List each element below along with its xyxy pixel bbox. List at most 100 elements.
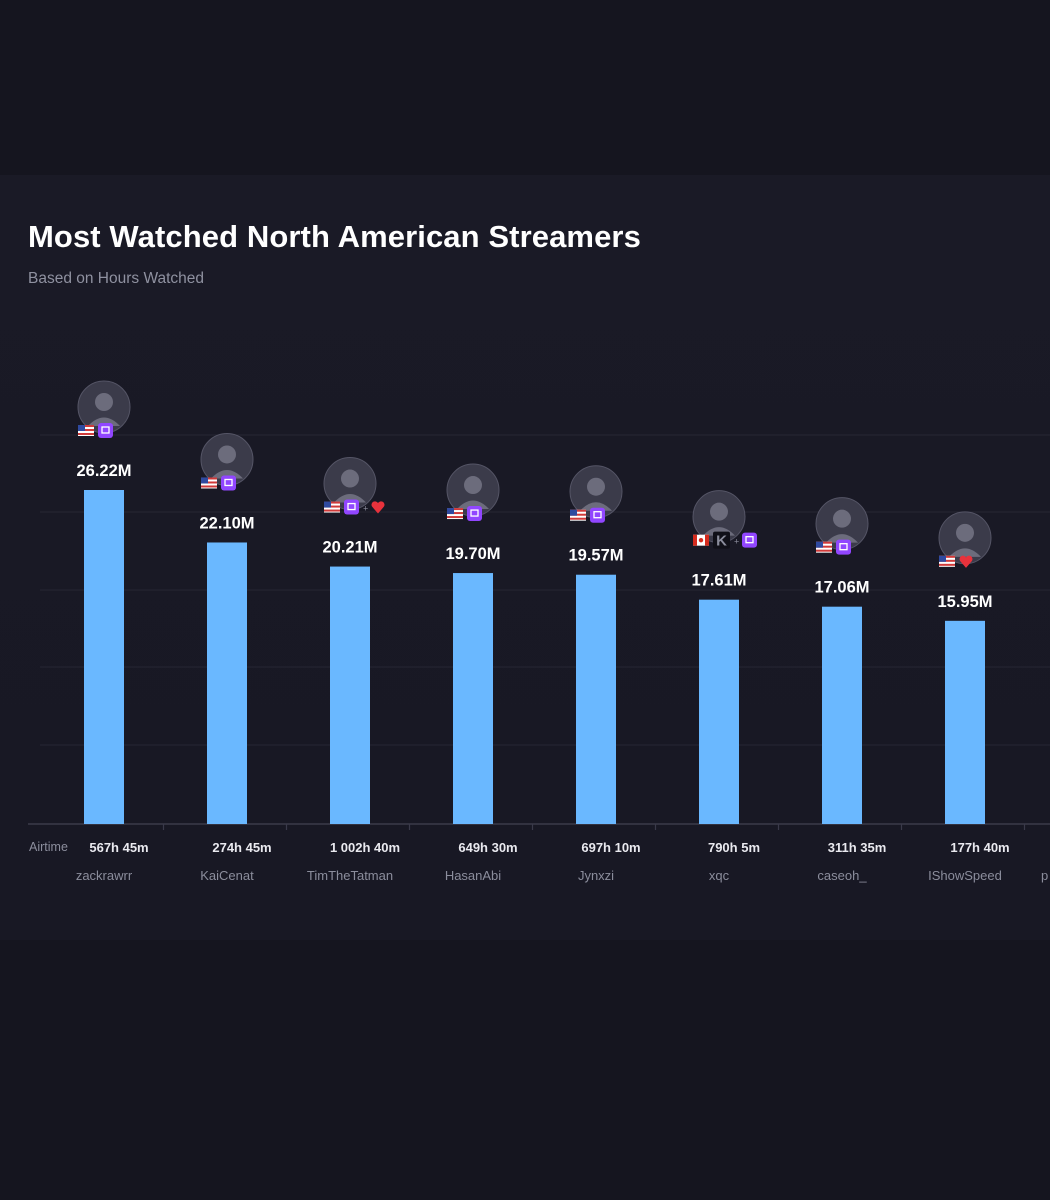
twitch-glyph — [347, 502, 356, 511]
twitch-bg — [98, 423, 113, 438]
bar-group: 17.61M K +790h 5m xqc — [691, 490, 780, 883]
airtime-label: 790h 5m — [708, 840, 760, 855]
flag-icon — [201, 477, 217, 489]
heart-icon — [959, 555, 973, 568]
flag-icon — [570, 509, 586, 521]
twitch-icon — [221, 475, 236, 491]
flag-icon — [324, 501, 340, 513]
airtime-label: 1 002h 40m — [330, 840, 400, 855]
chart-subtitle: Based on Hours Watched — [28, 270, 205, 287]
flag-us-canton — [816, 541, 823, 548]
twitch-glyph — [224, 478, 233, 487]
flag-us-stripe — [78, 429, 94, 431]
twitch-icon — [467, 506, 482, 522]
avatar — [200, 432, 254, 486]
twitch-bg — [221, 475, 236, 491]
flag-us-canton — [447, 508, 454, 515]
flag-ca-left — [693, 534, 697, 546]
plus-sign: + — [734, 537, 739, 547]
flag-icon — [693, 534, 709, 546]
twitch-icon — [836, 539, 851, 555]
bar-chart: Airtime 26.22M 567h 45m zackrawrr 22.10M 274h… — [28, 380, 1050, 883]
flag-us-stripe — [447, 512, 463, 515]
flag-us-stripe — [201, 485, 217, 488]
avatar — [446, 463, 500, 517]
avatar-head — [341, 469, 359, 488]
flag-icon — [939, 555, 955, 567]
airtime-label: 177h 40m — [950, 840, 1009, 855]
bar — [84, 490, 124, 824]
flag-us-stripe — [201, 481, 217, 484]
avatar-body — [949, 548, 981, 557]
heart-shape — [371, 501, 385, 514]
avatar-head — [956, 523, 974, 542]
flag-us-stripe — [78, 425, 94, 427]
bar-group: 19.70M 649h 30m HasanAbi — [445, 463, 534, 883]
avatar-head — [587, 477, 605, 496]
flag-us-stripe — [324, 501, 340, 504]
value-label: 26.22M — [76, 462, 131, 480]
flag-us-stripe — [816, 541, 832, 544]
twitch-bg — [836, 539, 851, 555]
twitch-glyph — [839, 543, 848, 551]
twitch-icon — [590, 507, 605, 523]
avatar-head — [95, 393, 113, 411]
bar — [699, 599, 739, 824]
twitch-bg — [590, 507, 605, 523]
twitch-icon — [344, 499, 359, 515]
bar-group: 19.57M 697h 10m Jynxzi — [568, 465, 657, 883]
category-label: zackrawrr — [76, 868, 133, 883]
avatar — [77, 380, 131, 434]
flag-us-stripe — [816, 545, 832, 548]
twitch-bg — [344, 499, 359, 515]
twitch-glyph — [101, 426, 110, 434]
flag-us-canton — [78, 425, 85, 431]
value-label: 17.61M — [691, 572, 746, 590]
value-label: 15.95M — [937, 593, 992, 611]
category-label: HasanAbi — [445, 868, 501, 883]
flag-us-canton — [324, 501, 331, 508]
avatar-head — [833, 509, 851, 528]
category-label: xqc — [709, 868, 730, 883]
twitch-icon — [98, 423, 113, 438]
avatar — [692, 490, 746, 544]
plus-sign: + — [363, 504, 368, 514]
twitch-glyph — [470, 509, 479, 517]
heart-shape — [959, 555, 973, 568]
flag-icon — [447, 508, 463, 520]
airtime-label: 274h 45m — [212, 840, 271, 855]
chart-panel: Most Watched North American Streamers Ba… — [0, 175, 1050, 940]
airtime-label: 567h 45m — [89, 840, 148, 855]
value-label: 17.06M — [814, 579, 869, 597]
twitch-glyph — [593, 511, 602, 519]
category-label: Jynxzi — [578, 868, 614, 883]
bar — [945, 620, 985, 824]
category-label: KaiCenat — [200, 868, 254, 883]
avatar-head — [710, 502, 728, 521]
chart-title: Most Watched North American Streamers — [28, 219, 641, 254]
flag-us-stripe — [939, 563, 955, 566]
value-label: 20.21M — [322, 539, 377, 557]
avatar — [938, 511, 992, 565]
airtime-label: 649h 30m — [458, 840, 517, 855]
flag-us-stripe — [447, 516, 463, 519]
flag-us-canton — [939, 555, 946, 562]
twitch-icon — [742, 532, 757, 548]
airtime-axis-label: Airtime — [29, 840, 68, 854]
twitch-bg — [467, 506, 482, 522]
flag-us-stripe — [570, 513, 586, 516]
bar-group: 20.21M +1 002h 40m TimTheTatman — [307, 457, 411, 883]
flag-us-canton — [201, 477, 208, 484]
bar-group: p — [1041, 868, 1048, 883]
airtime-label: 697h 10m — [581, 840, 640, 855]
flag-us-stripe — [939, 555, 955, 558]
category-label: IShowSpeed — [928, 868, 1002, 883]
bar — [822, 606, 862, 824]
flag-icon — [78, 425, 94, 436]
heart-icon — [371, 501, 385, 514]
avatar-head — [464, 476, 482, 495]
flag-us-stripe — [570, 517, 586, 520]
kick-glyph: K — [716, 533, 727, 550]
flag-us-stripe — [324, 509, 340, 512]
flag-ca-right — [705, 534, 709, 546]
